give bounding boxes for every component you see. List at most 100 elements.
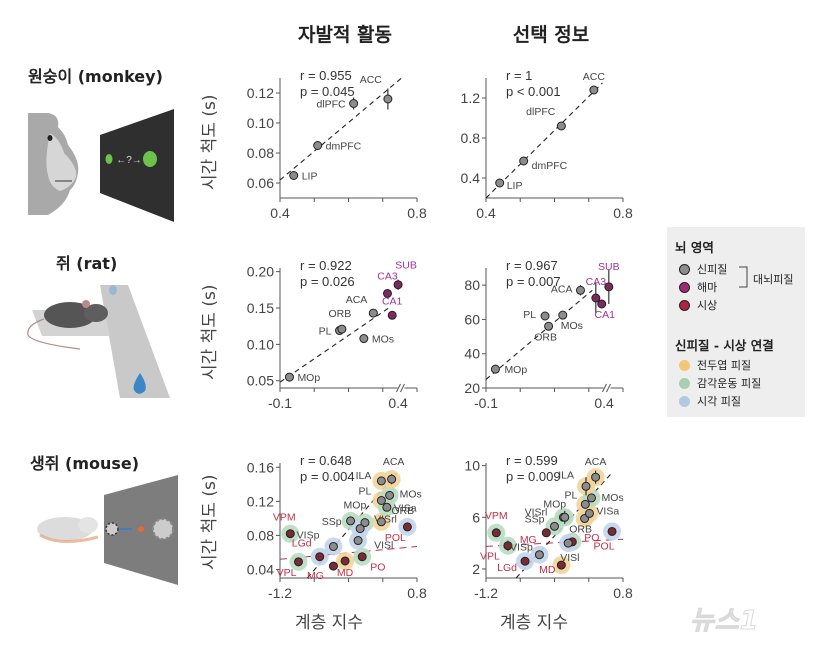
data-point-ORB xyxy=(337,324,347,334)
point-label: MD xyxy=(337,567,354,579)
y-tick-label: 0.04 xyxy=(247,561,274,577)
legend-item-thalamus: 시상 xyxy=(679,297,717,313)
data-point-VISl xyxy=(353,536,363,546)
data-point-CA1 xyxy=(387,310,397,320)
data-point-dmPFC xyxy=(519,156,529,166)
p-value: p = 0.009 xyxy=(506,469,561,484)
point-label: VISl xyxy=(560,552,579,564)
point-label: POL xyxy=(594,540,615,552)
point-label: ORB xyxy=(569,524,592,536)
data-point-MD xyxy=(556,560,566,570)
data-point-LIP xyxy=(289,171,299,180)
y-tick-label: 0.20 xyxy=(247,264,274,280)
species-label-mouse: 생쥐 (mouse) xyxy=(30,454,140,473)
data-point-dlPFC xyxy=(556,121,566,131)
point-label: MOs xyxy=(372,334,394,346)
data-point-ACA xyxy=(368,308,378,318)
data-point-VISp xyxy=(328,541,338,551)
r-value: r = 0.955 xyxy=(300,68,352,83)
point-label: dlPFC xyxy=(316,99,346,111)
point-label: LIP xyxy=(302,171,318,183)
r-value: r = 0.599 xyxy=(506,453,558,468)
point-label: dmPFC xyxy=(326,141,362,153)
large-target-icon xyxy=(143,151,157,167)
point-label: ACC xyxy=(360,74,383,86)
news1-watermark: 뉴스1 xyxy=(690,606,759,637)
sensorimotor-halo-icon xyxy=(679,377,690,389)
point-label: ORB xyxy=(329,308,352,320)
point-label: MD xyxy=(539,564,556,576)
y-tick-label: 1.2 xyxy=(461,90,481,106)
y-tick-label: 0.10 xyxy=(247,336,274,352)
monkey-task-illustration: ←?→ xyxy=(28,109,174,222)
point-label: VPM xyxy=(485,510,508,522)
x-tick-label: -1.2 xyxy=(268,585,292,601)
data-point-LIP xyxy=(495,178,505,188)
data-point-VPM xyxy=(491,528,501,538)
thalamus-fit-line xyxy=(279,545,418,560)
data-point-CA3 xyxy=(382,288,392,298)
point-label: PO xyxy=(584,532,599,544)
data-point-MOp xyxy=(560,512,570,522)
data-point-SUB xyxy=(393,280,403,290)
x-tick-label: -1.2 xyxy=(474,585,498,601)
rat-task-illustration xyxy=(27,285,170,398)
point-label: VPL xyxy=(277,567,297,579)
cortex-fit-line xyxy=(515,471,614,579)
legend-panel: 뇌 영역 신피질 해마 시상 대뇌피질 신피질 - 시상 연결 전두엽 피질 감… xyxy=(667,227,805,417)
p-value: p = 0.045 xyxy=(300,84,355,99)
bracket-icon xyxy=(739,266,748,288)
p-value: p < 0.001 xyxy=(506,84,561,99)
y-tick-label: 0.12 xyxy=(247,85,274,101)
y-tick-label: 0.4 xyxy=(461,170,481,186)
data-point-VISl xyxy=(563,538,573,548)
point-label: VPM xyxy=(273,512,296,524)
x-tick-label: -0.1 xyxy=(268,395,292,411)
point-label: ORB xyxy=(534,331,557,343)
y-tick-label: 10 xyxy=(464,458,480,474)
point-label: ACC xyxy=(583,71,606,83)
x-tick-label: 0.8 xyxy=(407,585,427,601)
point-label: VISp xyxy=(297,529,320,541)
data-point-MOp xyxy=(360,518,370,528)
point-label: MOp xyxy=(344,500,367,512)
y-tick-label: 80 xyxy=(464,277,480,293)
point-label: VISp xyxy=(510,542,533,554)
data-point-CA3 xyxy=(591,293,601,303)
data-point-PL xyxy=(540,311,550,321)
point-label: SSp xyxy=(525,513,545,525)
orange-cue-dot xyxy=(138,526,144,532)
cortex-fit-line xyxy=(279,307,389,383)
r-value: r = 0.648 xyxy=(300,453,352,468)
y-tick-label: 6 xyxy=(472,509,480,525)
p-value: p = 0.004 xyxy=(300,469,355,484)
data-point-VISa xyxy=(382,502,392,512)
point-label: dmPFC xyxy=(532,160,568,172)
data-point-ACA xyxy=(591,472,601,482)
point-label: CA1 xyxy=(595,309,616,321)
legend-link-title: 신피질 - 시상 연결 xyxy=(675,338,774,353)
legend-item-visual: 시각 피질 xyxy=(679,393,741,409)
point-label: LGd xyxy=(497,562,517,574)
data-point-PL xyxy=(376,495,386,505)
point-label: PL xyxy=(319,326,332,338)
data-point-SSp xyxy=(346,516,356,526)
y-tick-label: 20 xyxy=(464,380,480,396)
neocortex-marker-icon xyxy=(679,263,690,275)
axis-break-icon xyxy=(396,383,405,393)
data-point-CA1 xyxy=(597,299,607,309)
data-point-SUB xyxy=(604,282,614,292)
water-drop-icon-top xyxy=(109,285,117,295)
legend-item-neocortex: 신피질 xyxy=(679,261,727,277)
data-point-VISa xyxy=(584,508,594,518)
legend-region-title: 뇌 영역 xyxy=(675,240,714,255)
point-label: ILA xyxy=(356,470,372,482)
data-point-MG xyxy=(541,528,551,538)
point-label: SSp xyxy=(322,516,342,528)
point-label: LIP xyxy=(507,180,523,192)
y-tick-label: 0.08 xyxy=(247,145,274,161)
point-label: MG xyxy=(520,534,537,546)
y-tick-label: 0.8 xyxy=(461,130,481,146)
